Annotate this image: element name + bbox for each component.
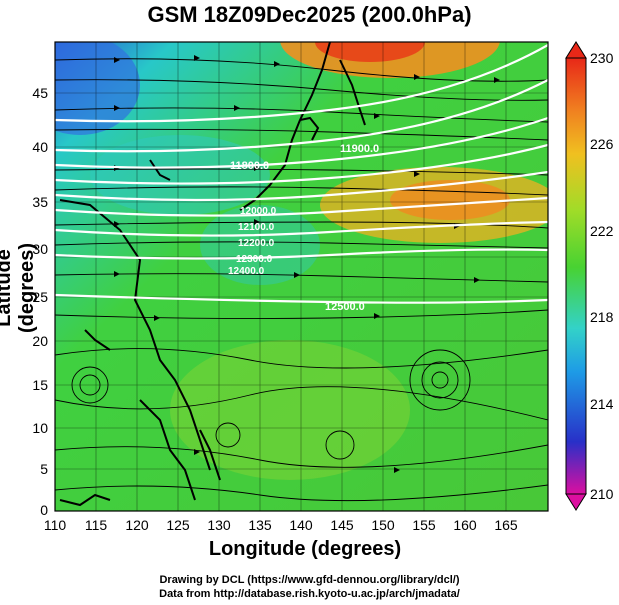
contour-label-12400: 12400.0 — [228, 266, 265, 277]
x-tick-label: 155 — [412, 517, 436, 533]
colorbar-label: 218 — [590, 309, 614, 325]
credit-line-1: Drawing by DCL (https://www.gfd-dennou.o… — [159, 574, 460, 586]
contour-label-11800: 11800.0 — [230, 160, 270, 172]
x-tick-label: 110 — [43, 517, 67, 533]
y-tick-label: 25 — [32, 289, 48, 305]
y-tick-label: 0 — [40, 502, 48, 518]
x-tick-label: 125 — [166, 517, 190, 533]
contour-label-12300: 12300.0 — [236, 254, 273, 265]
y-tick-label: 35 — [32, 194, 48, 210]
x-tick-label: 130 — [207, 517, 231, 533]
x-tick-label: 120 — [125, 517, 149, 533]
map-title: GSM 18Z09Dec2025 (200.0hPa) — [147, 2, 472, 27]
y-tick-label: 45 — [32, 85, 48, 101]
wind-streamlines — [55, 58, 548, 502]
contour-label-11900: 11900.0 — [340, 143, 380, 155]
colorbar-label: 222 — [590, 223, 614, 239]
x-tick-label: 140 — [289, 517, 313, 533]
wind-arrowheads — [114, 55, 500, 473]
y-tick-label: 15 — [32, 377, 48, 393]
colorbar-label: 226 — [590, 136, 614, 152]
y-axis-label: Latitude (degrees) — [0, 242, 38, 334]
colorbar-label: 210 — [590, 486, 614, 502]
contour-label-12200: 12200.0 — [238, 238, 275, 249]
x-tick-label: 150 — [371, 517, 395, 533]
credit-line-2: Data from http://database.rish.kyoto-u.a… — [159, 588, 460, 600]
colorbar-label: 230 — [590, 50, 614, 66]
colorbar-label: 214 — [590, 396, 614, 412]
contour-label-12000: 12000.0 — [240, 206, 277, 217]
y-tick-label: 40 — [32, 139, 48, 155]
x-tick-label: 145 — [330, 517, 354, 533]
coastlines — [59, 42, 366, 507]
plot-frame — [54, 41, 549, 512]
x-tick-label: 160 — [453, 517, 477, 533]
contour-label-12100: 12100.0 — [238, 222, 275, 233]
x-axis-label: Longitude (degrees) — [208, 538, 402, 560]
colorbar — [565, 41, 587, 511]
x-tick-label: 115 — [84, 517, 108, 533]
x-tick-label: 165 — [494, 517, 518, 533]
y-tick-label: 20 — [32, 333, 48, 349]
y-tick-label: 5 — [40, 461, 48, 477]
plot-area — [55, 42, 548, 511]
y-tick-label: 10 — [32, 420, 48, 436]
y-tick-label: 30 — [32, 241, 48, 257]
contour-label-12500: 12500.0 — [325, 301, 365, 313]
height-contours — [55, 44, 548, 304]
x-tick-label: 135 — [248, 517, 272, 533]
